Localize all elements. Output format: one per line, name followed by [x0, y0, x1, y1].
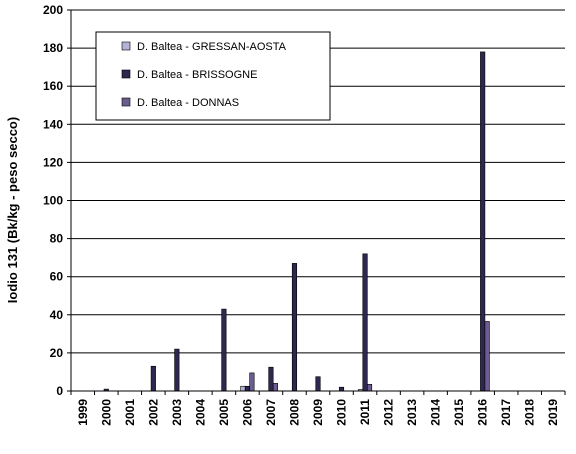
- bar: [338, 386, 345, 392]
- bar: [272, 383, 279, 392]
- bar: [315, 376, 321, 392]
- x-tick-label: 2002: [146, 399, 160, 426]
- y-axis-label: Iodio 131 (Bk/kg - peso secco): [5, 117, 20, 303]
- x-tick-label: 2014: [429, 399, 443, 426]
- x-tick-label: 2012: [382, 399, 396, 426]
- legend: D. Baltea - GRESSAN-AOSTA D. Baltea - BRI…: [95, 31, 331, 121]
- x-tick-label: 2016: [476, 399, 490, 426]
- x-tick-label: 2004: [193, 399, 207, 426]
- x-tick-label: 2000: [99, 399, 113, 426]
- bar: [268, 366, 274, 392]
- legend-swatch: [121, 69, 131, 79]
- bar: [480, 51, 486, 392]
- legend-swatch: [121, 41, 131, 51]
- y-tick-label: 0: [56, 384, 63, 398]
- bar: [240, 385, 246, 392]
- legend-label: D. Baltea - DONNAS: [137, 97, 239, 109]
- bar: [484, 321, 490, 392]
- x-tick-label: 2005: [217, 399, 231, 426]
- bar: [174, 348, 180, 392]
- x-tick-label: 2018: [523, 399, 537, 426]
- y-tick-label: 140: [43, 117, 63, 131]
- x-tick-label: 1999: [76, 399, 90, 426]
- x-tick-label: 2015: [452, 399, 466, 426]
- x-tick-label: 2013: [405, 399, 419, 426]
- y-tick-label: 20: [50, 346, 64, 360]
- bar: [244, 385, 250, 392]
- y-tick-label: 120: [43, 155, 63, 169]
- x-tick-label: 2007: [264, 399, 278, 426]
- bar: [291, 263, 298, 392]
- x-tick-label: 2017: [499, 399, 513, 426]
- y-tick-label: 160: [43, 79, 63, 93]
- bars: [103, 51, 490, 392]
- bar: [221, 308, 227, 392]
- y-tick-label: 40: [50, 308, 64, 322]
- x-tick-label: 2006: [240, 399, 254, 426]
- bar: [362, 253, 368, 392]
- x-tick-label: 2011: [358, 399, 372, 425]
- y-tick-label: 180: [43, 41, 63, 55]
- y-tick-label: 100: [43, 194, 63, 208]
- x-tick-labels: 1999 2000 2001 2002 2003 2004 2005 2006 2007 2008…: [76, 399, 560, 426]
- x-tick-label: 2010: [335, 399, 349, 426]
- x-tick-label: 2003: [170, 399, 184, 426]
- x-tick-label: 2001: [123, 399, 137, 426]
- legend-label: D. Baltea - GRESSAN-AOSTA: [137, 41, 287, 53]
- bar: [150, 365, 156, 392]
- bar: [366, 384, 373, 392]
- y-tick-label: 60: [50, 270, 64, 284]
- legend-label: D. Baltea - BRISSOGNE: [137, 69, 257, 81]
- bar: [249, 372, 255, 392]
- y-tick-label: 80: [50, 232, 64, 246]
- y-tick-labels: 0 20 40 60 80 100 120 140 160 180 200: [43, 3, 63, 398]
- x-tick-label: 2008: [287, 399, 301, 426]
- axes: [67, 9, 566, 395]
- legend-swatch: [121, 97, 131, 107]
- y-tick-label: 200: [43, 3, 63, 17]
- legend-box: [95, 31, 331, 121]
- x-tick-label: 2019: [546, 399, 560, 426]
- x-tick-label: 2009: [311, 399, 325, 426]
